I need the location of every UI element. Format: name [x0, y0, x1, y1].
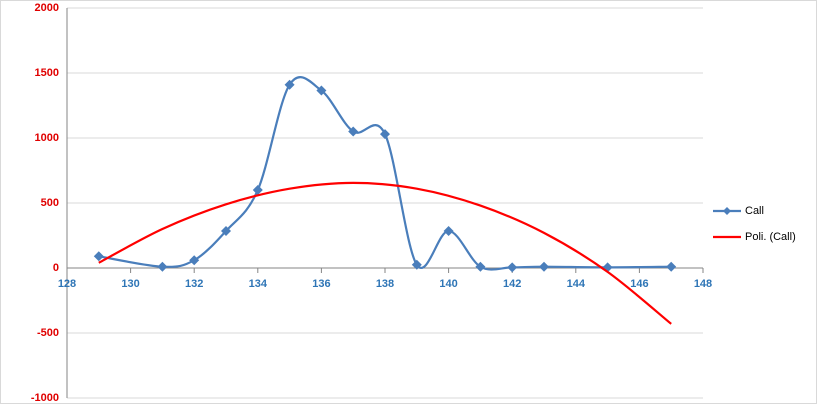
marker — [93, 251, 104, 262]
marker — [252, 185, 263, 195]
y-tick-label: 0 — [53, 262, 59, 274]
x-tick-label: 146 — [630, 278, 648, 290]
x-tick-label: 136 — [312, 278, 330, 290]
marker — [316, 85, 327, 96]
x-tick-label: 138 — [376, 278, 394, 290]
marker — [475, 261, 486, 272]
marker — [443, 225, 454, 236]
marker — [411, 259, 422, 270]
y-tick-label: 1000 — [35, 132, 59, 144]
marker — [507, 262, 518, 273]
x-tick-label: 134 — [249, 278, 268, 290]
marker — [348, 126, 359, 137]
x-tick-label: 142 — [503, 278, 521, 290]
series-line — [98, 181, 672, 325]
series-line — [98, 76, 672, 271]
y-tick-label: 500 — [41, 197, 59, 209]
legend-label: Call — [745, 205, 764, 217]
legend-marker — [723, 207, 731, 215]
y-tick-label: -500 — [37, 327, 59, 339]
x-tick-label: 144 — [567, 278, 586, 290]
x-tick-label: 130 — [121, 278, 139, 290]
y-tick-label: 2000 — [35, 2, 59, 14]
y-tick-label: 1500 — [35, 67, 59, 79]
marker — [539, 261, 549, 272]
legend-label: Poli. (Call) — [745, 231, 796, 243]
x-tick-label: 140 — [439, 278, 457, 290]
marker — [284, 79, 295, 90]
marker — [157, 261, 168, 272]
x-tick-label: 148 — [694, 278, 712, 290]
x-tick-label: 128 — [58, 278, 76, 290]
marker — [221, 225, 231, 236]
marker — [380, 129, 390, 140]
marker — [189, 255, 200, 266]
marker — [666, 261, 677, 272]
y-tick-label: -1000 — [31, 392, 59, 404]
x-tick-label: 132 — [185, 278, 203, 290]
